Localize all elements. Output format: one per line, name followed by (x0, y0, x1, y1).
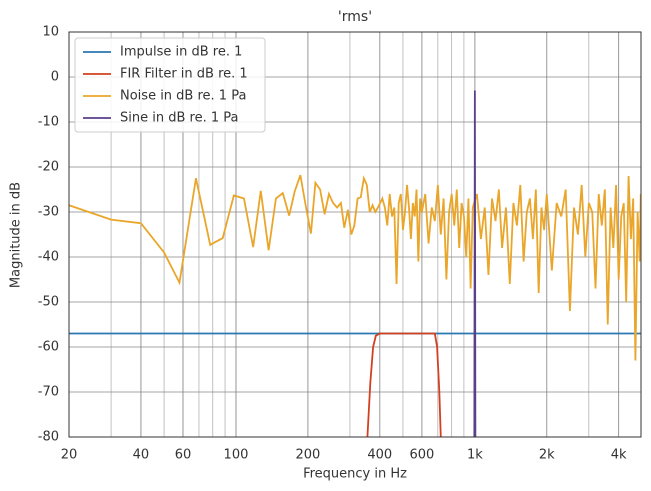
legend-box (74, 37, 266, 133)
y-tick-label: -30 (38, 205, 59, 220)
chart-title: 'rms' (338, 9, 372, 25)
y-tick-label: 10 (42, 25, 59, 40)
x-tick-label: 200 (295, 448, 320, 463)
x-tick-label: 600 (409, 448, 434, 463)
y-tick-label: 0 (51, 70, 59, 85)
line-series (473, 90, 477, 437)
x-tick-label: 20 (61, 448, 78, 463)
plot-frame (68, 31, 642, 438)
y-tick-label: -40 (38, 250, 59, 265)
line-series (69, 174, 641, 361)
legend-label: FIR Filter in dB re. 1 (120, 67, 248, 82)
y-tick-label: -20 (38, 160, 59, 175)
x-tick-label: 2k (539, 448, 555, 463)
legend-label: Sine in dB re. 1 Pa (120, 111, 238, 126)
x-axis-label: Frequency in Hz (303, 467, 407, 482)
x-tick-label: 60 (175, 448, 192, 463)
legend-label: Noise in dB re. 1 Pa (120, 89, 246, 104)
y-tick-label: -10 (38, 115, 59, 130)
y-tick-label: -60 (38, 340, 59, 355)
y-tick-label: -50 (38, 295, 59, 310)
x-tick-label: 40 (133, 448, 150, 463)
legend-label: Impulse in dB re. 1 (120, 45, 242, 60)
plot (69, 90, 641, 437)
y-tick-label: -70 (38, 385, 59, 400)
x-tick-label: 400 (367, 448, 392, 463)
x-tick-label: 100 (224, 448, 249, 463)
x-tick-label: 1k (467, 448, 483, 463)
line-series (366, 332, 442, 437)
y-axis-label: Magnitude in dB (9, 182, 24, 288)
y-tick-label: -80 (38, 430, 59, 445)
x-tick-label: 4k (611, 448, 627, 463)
